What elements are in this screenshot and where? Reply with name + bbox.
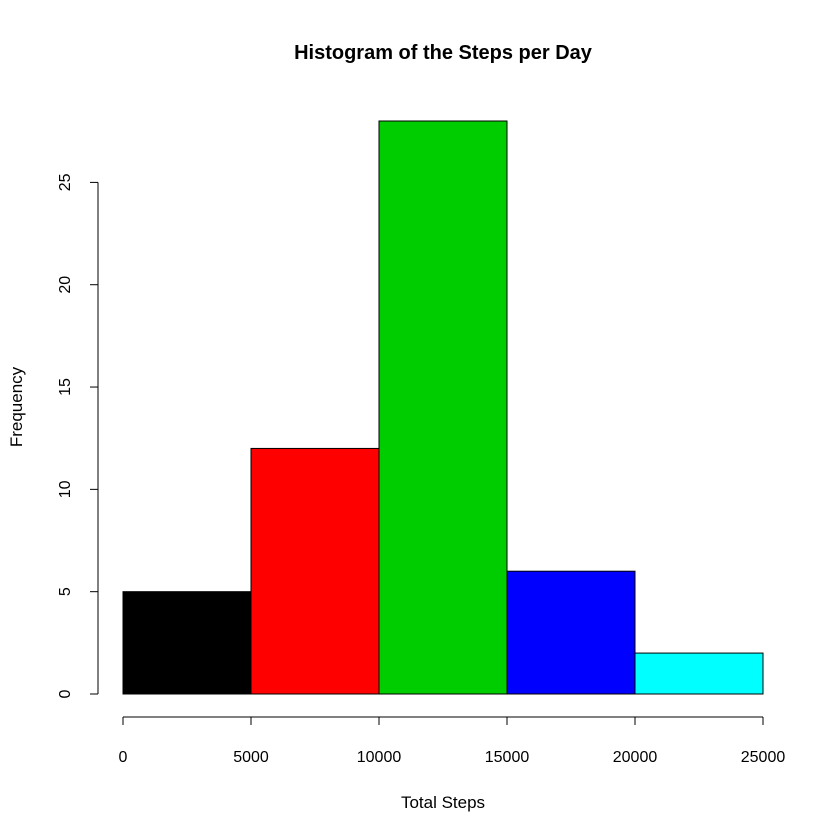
x-tick-label: 20000: [613, 749, 658, 766]
x-tick-label: 10000: [357, 749, 402, 766]
histogram-bar: [506, 570, 636, 695]
x-tick-label: 25000: [741, 749, 786, 766]
x-tick-label: 15000: [485, 749, 530, 766]
y-tick-label: 25: [57, 173, 74, 191]
histogram-bar: [378, 120, 508, 695]
y-axis: 0 5 10 15 20 25: [57, 173, 99, 698]
histogram-bar: [250, 447, 380, 695]
x-tick-label: 0: [119, 749, 128, 766]
histogram-bars: [122, 120, 764, 695]
y-tick-label: 15: [57, 378, 74, 396]
y-tick-label: 0: [57, 689, 74, 698]
histogram-bar: [634, 652, 764, 695]
y-tick-label: 5: [57, 587, 74, 596]
x-axis: 0 5000 10000 15000 20000 25000: [119, 716, 786, 766]
y-axis-label: Frequency: [7, 366, 26, 447]
x-axis-label: Total Steps: [401, 793, 485, 812]
y-tick-label: 10: [57, 480, 74, 498]
chart-title: Histogram of the Steps per Day: [294, 42, 593, 64]
histogram-bar: [122, 591, 252, 695]
x-tick-label: 5000: [233, 749, 269, 766]
y-tick-label: 20: [57, 276, 74, 294]
